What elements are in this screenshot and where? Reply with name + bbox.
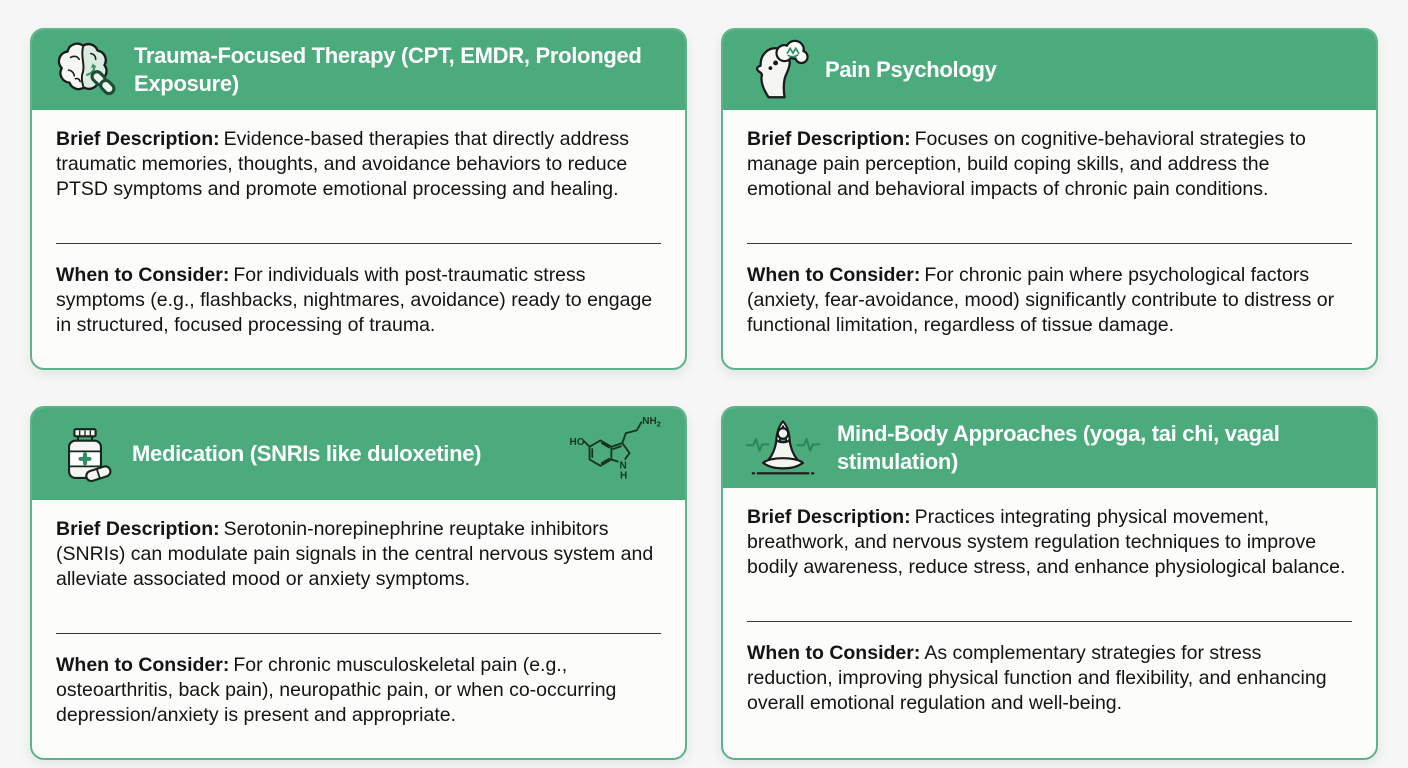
card-header: Mind-Body Approaches (yoga, tai chi, vag… [723, 408, 1376, 488]
card-body: Brief Description: Practices integrating … [723, 488, 1376, 758]
brief-description-section: Brief Description: Evidence-based therapi… [56, 127, 661, 227]
card-body: Brief Description: Focuses on cognitive-b… [723, 110, 1376, 368]
card-header: Medication (SNRIs like duloxetine) HO NH… [32, 408, 685, 500]
when-to-consider-label: When to Consider: [56, 264, 230, 286]
when-to-consider-section: When to Consider: As complementary strate… [747, 641, 1352, 716]
molecule-hydroxyl-label: HO [570, 437, 585, 448]
when-to-consider-text: For individuals with post-traumatic stre… [56, 264, 653, 336]
when-to-consider-text: As complementary strategies for stress r… [747, 642, 1327, 714]
card-body: Brief Description: Evidence-based therapi… [32, 110, 685, 368]
yoga-pose-icon [745, 416, 821, 480]
when-to-consider-text: For chronic musculoskeletal pain (e.g., … [56, 654, 617, 726]
section-divider [747, 621, 1352, 622]
brief-description-label: Brief Description: [747, 506, 911, 528]
card-body: Brief Description: Serotonin-norepinephri… [32, 500, 685, 758]
head-thought-icon [745, 39, 809, 101]
brief-description-text: Focuses on cognitive-behavioral strategi… [747, 128, 1306, 200]
section-divider [56, 633, 661, 634]
card-grid: Trauma-Focused Therapy (CPT, EMDR, Prolo… [30, 28, 1378, 760]
molecule-amine-subscript: 2 [657, 420, 661, 429]
when-to-consider-section: When to Consider: For chronic pain where … [747, 263, 1352, 338]
card-trauma-therapy: Trauma-Focused Therapy (CPT, EMDR, Prolo… [30, 28, 687, 370]
molecule-hydrogen-label: H [620, 471, 627, 482]
card-title: Mind-Body Approaches (yoga, tai chi, vag… [837, 421, 1280, 474]
brief-description-text: Evidence-based therapies that directly a… [56, 128, 630, 200]
when-to-consider-label: When to Consider: [56, 654, 230, 676]
card-header: Pain Psychology [723, 30, 1376, 110]
card-title: Trauma-Focused Therapy (CPT, EMDR, Prolo… [134, 43, 642, 96]
brief-description-section: Brief Description: Practices integrating … [747, 505, 1352, 605]
svg-text:NH2: NH2 [642, 416, 661, 429]
when-to-consider-section: When to Consider: For individuals with po… [56, 263, 661, 338]
brief-description-text: Practices integrating physical movement,… [747, 506, 1346, 578]
molecule-nitrogen-label: N [620, 461, 627, 472]
card-pain-psychology: Pain Psychology Brief Description: Focuse… [721, 28, 1378, 370]
card-medication: Medication (SNRIs like duloxetine) HO NH… [30, 406, 687, 760]
brief-description-label: Brief Description: [747, 128, 911, 150]
card-header: Trauma-Focused Therapy (CPT, EMDR, Prolo… [32, 30, 685, 110]
molecule-amine-label: NH [642, 416, 656, 427]
when-to-consider-label: When to Consider: [747, 642, 921, 664]
when-to-consider-text: For chronic pain where psychological fac… [747, 264, 1335, 336]
pill-bottle-icon [54, 424, 116, 484]
when-to-consider-label: When to Consider: [747, 264, 921, 286]
section-divider [56, 243, 661, 244]
card-title: Medication (SNRIs like duloxetine) [132, 441, 482, 466]
brief-description-text: Serotonin-norepinephrine reuptake inhibi… [56, 518, 654, 590]
card-title: Pain Psychology [825, 57, 997, 82]
when-to-consider-section: When to Consider: For chronic musculoskel… [56, 653, 661, 728]
brain-chain-icon [54, 38, 118, 102]
brief-description-section: Brief Description: Serotonin-norepinephri… [56, 517, 661, 617]
brief-description-label: Brief Description: [56, 128, 220, 150]
brief-description-section: Brief Description: Focuses on cognitive-b… [747, 127, 1352, 227]
card-mind-body: Mind-Body Approaches (yoga, tai chi, vag… [721, 406, 1378, 760]
brief-description-label: Brief Description: [56, 518, 220, 540]
serotonin-molecule-icon: HO NH2 N H [567, 414, 663, 494]
section-divider [747, 243, 1352, 244]
